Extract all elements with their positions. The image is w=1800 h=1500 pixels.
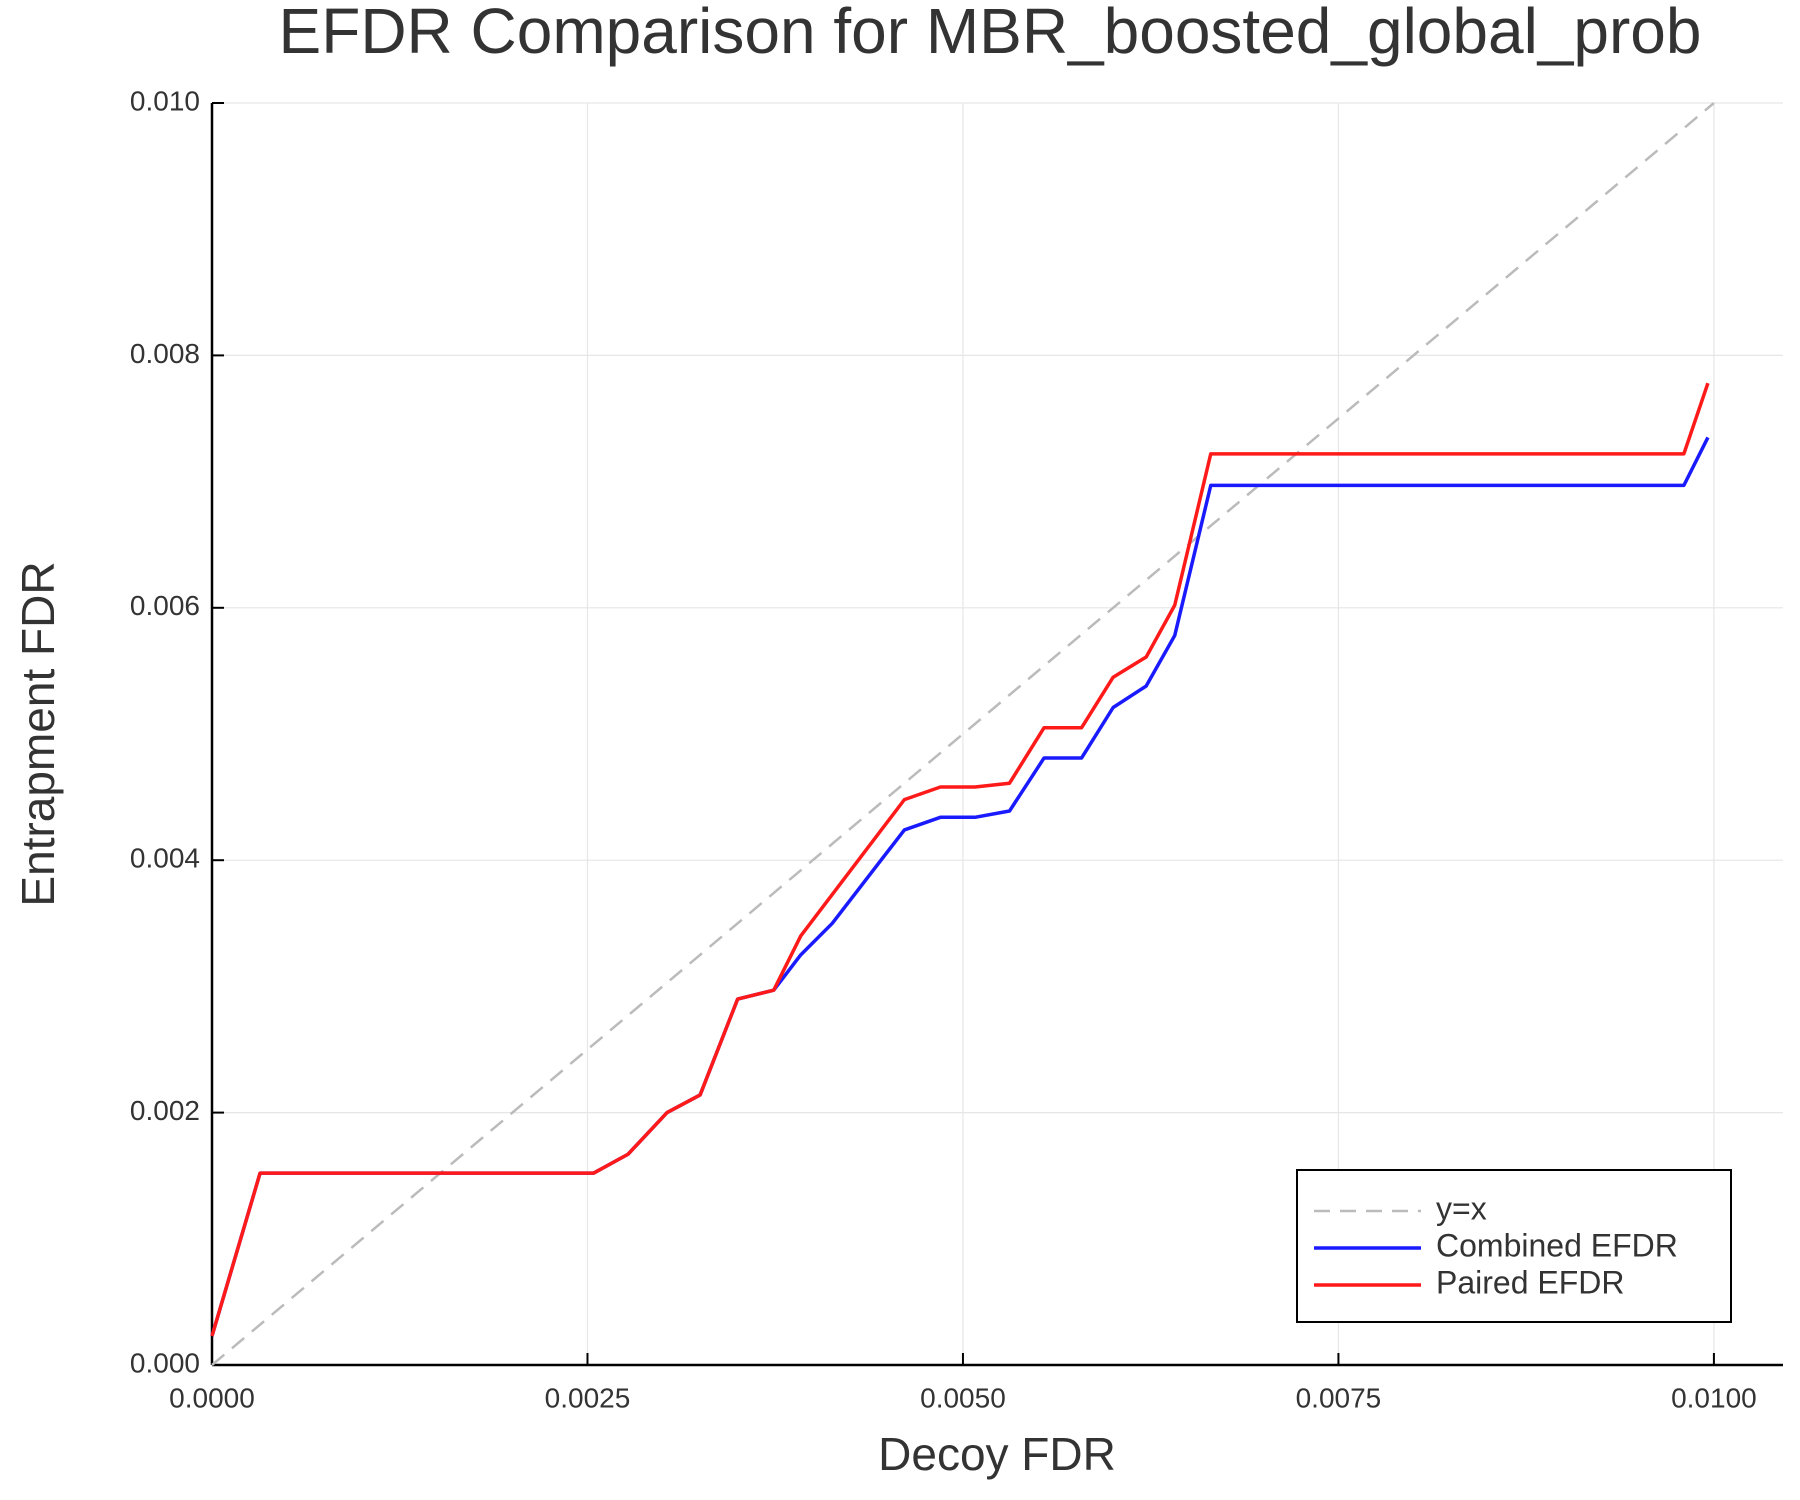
x-tick-label: 0.0000 (169, 1382, 255, 1413)
y-tick-label: 0.008 (130, 338, 200, 369)
x-tick-label: 0.0100 (1671, 1382, 1757, 1413)
x-tick-label: 0.0050 (920, 1382, 1006, 1413)
chart-title: EFDR Comparison for MBR_boosted_global_p… (279, 0, 1702, 67)
x-tick-label: 0.0075 (1296, 1382, 1382, 1413)
y-tick-label: 0.002 (130, 1095, 200, 1126)
legend-label: Paired EFDR (1436, 1264, 1625, 1300)
series-line (211, 102, 1715, 1366)
legend-box (1296, 1169, 1732, 1323)
y-tick-label: 0.010 (130, 85, 200, 116)
legend-label: Combined EFDR (1436, 1227, 1678, 1263)
series-line (210, 382, 1710, 1337)
y-axis-label: Entrapment FDR (12, 561, 64, 906)
x-axis-label: Decoy FDR (878, 1428, 1116, 1480)
y-tick-label: 0.004 (130, 843, 200, 874)
x-tick-label: 0.0025 (545, 1382, 631, 1413)
y-tick-label: 0.000 (130, 1347, 200, 1378)
y-tick-label: 0.006 (130, 590, 200, 621)
legend-label: y=x (1436, 1190, 1487, 1226)
